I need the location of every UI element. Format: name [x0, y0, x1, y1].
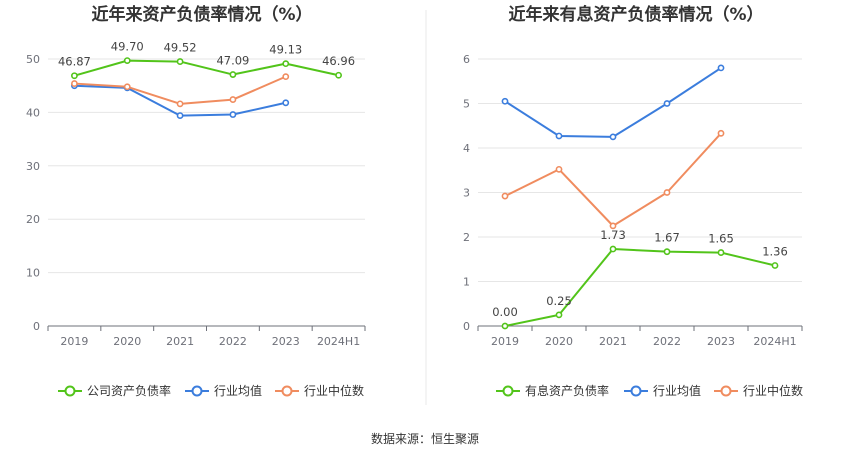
chart-title-right: 近年来有息资产负债率情况（%） [508, 4, 763, 25]
legend-swatch-marker [191, 385, 203, 397]
data-point [71, 80, 78, 87]
series-line [504, 248, 776, 327]
y-tick-label: 20 [26, 213, 40, 226]
y-tick-label: 4 [463, 142, 470, 155]
data-point [555, 165, 563, 173]
legend-item-label[interactable]: 行业均值 [653, 383, 701, 398]
x-tick-label: 2022 [653, 335, 681, 348]
x-tick-label: 2019 [491, 335, 519, 348]
x-tick-label: 2020 [545, 335, 573, 348]
x-tick-label: 2021 [166, 335, 194, 348]
y-tick-label: 1 [463, 276, 470, 289]
legend-swatch-marker [502, 385, 514, 397]
data-point [609, 133, 617, 141]
series-line [504, 67, 722, 138]
y-tick-label: 3 [463, 187, 470, 200]
left-chart: 0 10 20 30 40 50 2019 2020 2021 2022 2023 2024H1 46.… [26, 40, 366, 348]
y-tick-label: 5 [463, 98, 470, 111]
data-point [123, 57, 131, 65]
data-point [176, 100, 184, 108]
data-point [609, 245, 617, 253]
data-point [555, 132, 563, 140]
data-source: 数据来源：恒生聚源 [371, 431, 479, 446]
x-tick-label: 2024H1 [317, 335, 360, 348]
data-point [229, 71, 237, 78]
data-label: 46.96 [322, 54, 355, 68]
data-point [229, 96, 237, 103]
legend-right: 有息资产负债率 行业均值 行业中位数 [496, 383, 803, 398]
data-label: 0.25 [546, 294, 572, 308]
legend-swatch-marker [630, 385, 642, 397]
data-label: 49.13 [269, 43, 302, 57]
series-line [74, 59, 339, 77]
y-tick-label: 0 [463, 320, 470, 333]
data-point [663, 248, 671, 256]
data-point [229, 111, 237, 118]
legend-swatch-marker [281, 385, 293, 397]
x-tick-label: 2024H1 [753, 335, 796, 348]
x-tick-label: 2023 [272, 335, 300, 348]
data-label: 1.65 [708, 232, 734, 246]
legend-item-label[interactable]: 行业中位数 [304, 383, 364, 398]
data-point [609, 222, 617, 230]
data-point [771, 262, 779, 269]
x-tick-label: 2021 [599, 335, 627, 348]
data-label: 1.36 [762, 244, 788, 258]
legend-item-label[interactable]: 有息资产负债率 [525, 383, 609, 398]
y-tick-label: 10 [26, 267, 40, 280]
x-tick-label: 2019 [60, 335, 88, 348]
data-point [717, 64, 725, 72]
data-point [717, 249, 725, 256]
data-point [176, 58, 184, 65]
data-label: 1.73 [600, 228, 626, 242]
data-point [335, 71, 342, 79]
data-point [501, 322, 509, 330]
series-line [74, 75, 287, 105]
data-point [71, 72, 78, 80]
data-label: 1.67 [654, 231, 680, 245]
x-tick-label: 2020 [113, 335, 141, 348]
data-point [282, 99, 290, 107]
y-tick-label: 30 [26, 160, 40, 173]
data-label: 49.70 [111, 40, 144, 54]
data-label: 0.00 [492, 305, 518, 319]
data-point [176, 112, 184, 120]
data-point [282, 60, 290, 68]
legend-left: 公司资产负债率 行业均值 行业中位数 [58, 383, 364, 398]
y-tick-label: 6 [463, 53, 470, 66]
legend-item-label[interactable]: 行业中位数 [743, 383, 803, 398]
data-label: 47.09 [216, 54, 249, 68]
data-point [663, 100, 671, 107]
legend-item-label[interactable]: 行业均值 [214, 383, 262, 398]
y-tick-label: 0 [33, 320, 40, 333]
x-tick-label: 2022 [219, 335, 247, 348]
legend-swatch-marker [720, 385, 732, 397]
data-point [282, 73, 290, 81]
y-tick-label: 2 [463, 231, 470, 244]
data-label: 49.52 [164, 41, 197, 55]
x-tick-label: 2023 [707, 335, 735, 348]
y-tick-label: 50 [26, 53, 40, 66]
data-point [501, 192, 509, 200]
y-tick-label: 40 [26, 106, 40, 119]
legend-item-label[interactable]: 公司资产负债率 [87, 383, 171, 398]
legend-swatch-marker [64, 385, 76, 397]
right-chart: 0 1 2 3 4 5 6 2019 2020 2021 2022 2023 2024H1 0.00 0.2… [463, 53, 803, 348]
data-point [717, 129, 725, 137]
chart-title-left: 近年来资产负债率情况（%） [91, 4, 312, 25]
data-point [663, 189, 671, 196]
series-line [504, 132, 722, 227]
data-point [555, 311, 563, 319]
data-point [501, 97, 509, 105]
data-point [123, 83, 131, 91]
data-label: 46.87 [58, 55, 91, 69]
